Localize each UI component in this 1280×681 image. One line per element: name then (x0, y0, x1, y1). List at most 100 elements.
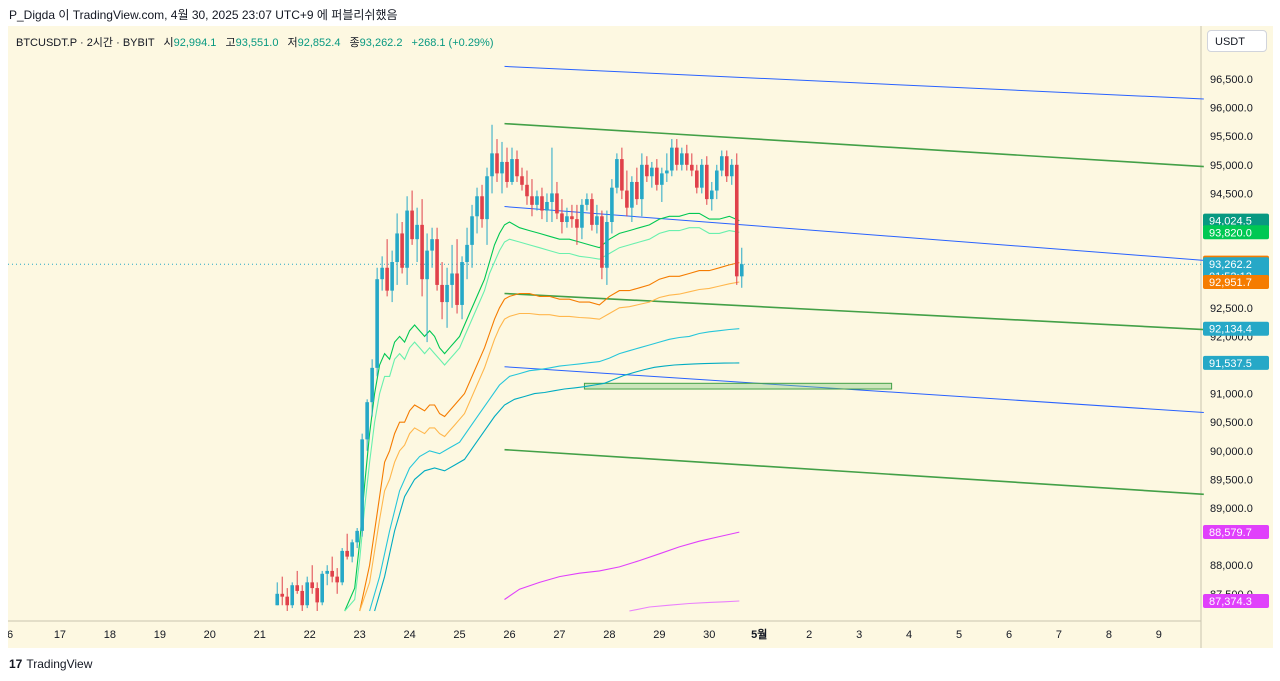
candle-49[interactable] (520, 167, 524, 191)
candle-91[interactable] (729, 159, 734, 185)
candle-14[interactable] (345, 533, 349, 560)
candle-63[interactable] (590, 193, 594, 231)
candle-57[interactable] (560, 199, 564, 234)
candle-88[interactable] (714, 164, 719, 200)
trendline-4[interactable] (504, 366, 1204, 413)
candle-89[interactable] (719, 150, 724, 177)
candle-65[interactable] (600, 210, 604, 280)
candle-70[interactable] (625, 170, 629, 217)
candle-73[interactable] (640, 153, 644, 217)
trendline-5[interactable] (504, 448, 1204, 496)
trendline-1[interactable] (504, 122, 1204, 168)
candle-22[interactable] (385, 239, 389, 297)
candle-52[interactable] (535, 190, 539, 211)
candle-71[interactable] (630, 176, 634, 222)
candle-38[interactable] (465, 227, 469, 280)
candle-20[interactable] (375, 267, 379, 377)
candle-33[interactable] (440, 262, 444, 320)
candle-83[interactable] (690, 153, 694, 177)
candle-50[interactable] (525, 170, 529, 205)
candle-62[interactable] (585, 193, 589, 211)
candle-84[interactable] (695, 164, 699, 194)
candle-19[interactable] (370, 359, 374, 417)
candle-32[interactable] (435, 227, 439, 291)
candle-85[interactable] (700, 159, 704, 194)
candle-5[interactable] (300, 585, 305, 611)
candle-47[interactable] (510, 147, 514, 185)
candle-46[interactable] (505, 147, 509, 188)
candle-21[interactable] (380, 256, 384, 291)
candle-9[interactable] (320, 570, 324, 606)
candle-93[interactable] (739, 247, 744, 288)
candle-3[interactable] (290, 582, 295, 609)
candle-23[interactable] (390, 250, 394, 303)
candle-51[interactable] (530, 179, 534, 217)
candle-81[interactable] (680, 147, 684, 171)
price-chart[interactable]: 96,500.0 96,000.0 95,500.0 95,000.0 94,500.0… (8, 26, 1273, 648)
candle-92[interactable] (734, 153, 739, 285)
tradingview-logo[interactable]: 17 TradingView (9, 657, 92, 671)
currency-button[interactable]: USDT (1207, 30, 1267, 52)
candle-2[interactable] (285, 588, 290, 611)
candle-40[interactable] (475, 187, 479, 234)
candle-18[interactable] (365, 399, 369, 451)
candle-44[interactable] (495, 139, 499, 182)
candle-74[interactable] (645, 156, 649, 182)
candle-8[interactable] (315, 582, 319, 611)
candle-82[interactable] (685, 144, 689, 171)
candle-41[interactable] (480, 184, 484, 228)
candle-45[interactable] (500, 141, 504, 194)
trendline-0[interactable] (504, 65, 1204, 100)
candle-11[interactable] (330, 556, 334, 583)
candle-79[interactable] (670, 139, 674, 177)
candle-39[interactable] (470, 204, 474, 268)
candle-78[interactable] (665, 153, 669, 182)
candle-31[interactable] (430, 227, 434, 268)
support-zone[interactable] (583, 382, 893, 390)
candle-34[interactable] (445, 267, 449, 328)
candle-54[interactable] (545, 193, 549, 222)
candle-43[interactable] (490, 124, 494, 194)
candle-67[interactable] (610, 179, 614, 234)
candle-1[interactable] (280, 576, 285, 606)
candle-59[interactable] (570, 204, 574, 228)
chart-area[interactable]: 96,500.0 96,000.0 95,500.0 95,000.0 94,500.0… (8, 26, 1273, 648)
candle-7[interactable] (310, 565, 314, 594)
candle-53[interactable] (540, 187, 544, 220)
candle-6[interactable] (305, 576, 310, 609)
candle-77[interactable] (660, 167, 664, 202)
candle-27[interactable] (410, 190, 414, 245)
candle-29[interactable] (420, 199, 424, 297)
candle-69[interactable] (620, 147, 624, 200)
candle-66[interactable] (605, 210, 609, 285)
candle-75[interactable] (650, 161, 654, 188)
candle-35[interactable] (450, 244, 454, 308)
candle-87[interactable] (709, 181, 714, 211)
candle-64[interactable] (595, 204, 599, 234)
candle-42[interactable] (485, 167, 489, 245)
candle-37[interactable] (460, 256, 464, 320)
candle-26[interactable] (405, 196, 409, 285)
candle-90[interactable] (724, 150, 729, 182)
trendline-2[interactable] (504, 206, 1204, 261)
candle-28[interactable] (415, 207, 419, 263)
candle-60[interactable] (575, 204, 579, 245)
candle-55[interactable] (550, 147, 554, 222)
candle-16[interactable] (355, 528, 359, 549)
candle-0[interactable] (275, 582, 280, 606)
candle-10[interactable] (325, 565, 329, 586)
candle-86[interactable] (705, 156, 709, 205)
candle-24[interactable] (395, 213, 399, 285)
candle-76[interactable] (655, 159, 659, 191)
candle-58[interactable] (565, 207, 569, 228)
candle-12[interactable] (335, 568, 339, 594)
candle-25[interactable] (400, 222, 404, 274)
candle-30[interactable] (425, 233, 429, 343)
candle-13[interactable] (340, 548, 344, 586)
trendline-3[interactable] (504, 292, 1204, 331)
candle-80[interactable] (675, 139, 679, 171)
candle-4[interactable] (295, 570, 300, 594)
candle-61[interactable] (580, 199, 584, 240)
candle-68[interactable] (615, 153, 619, 194)
candle-36[interactable] (455, 239, 459, 314)
